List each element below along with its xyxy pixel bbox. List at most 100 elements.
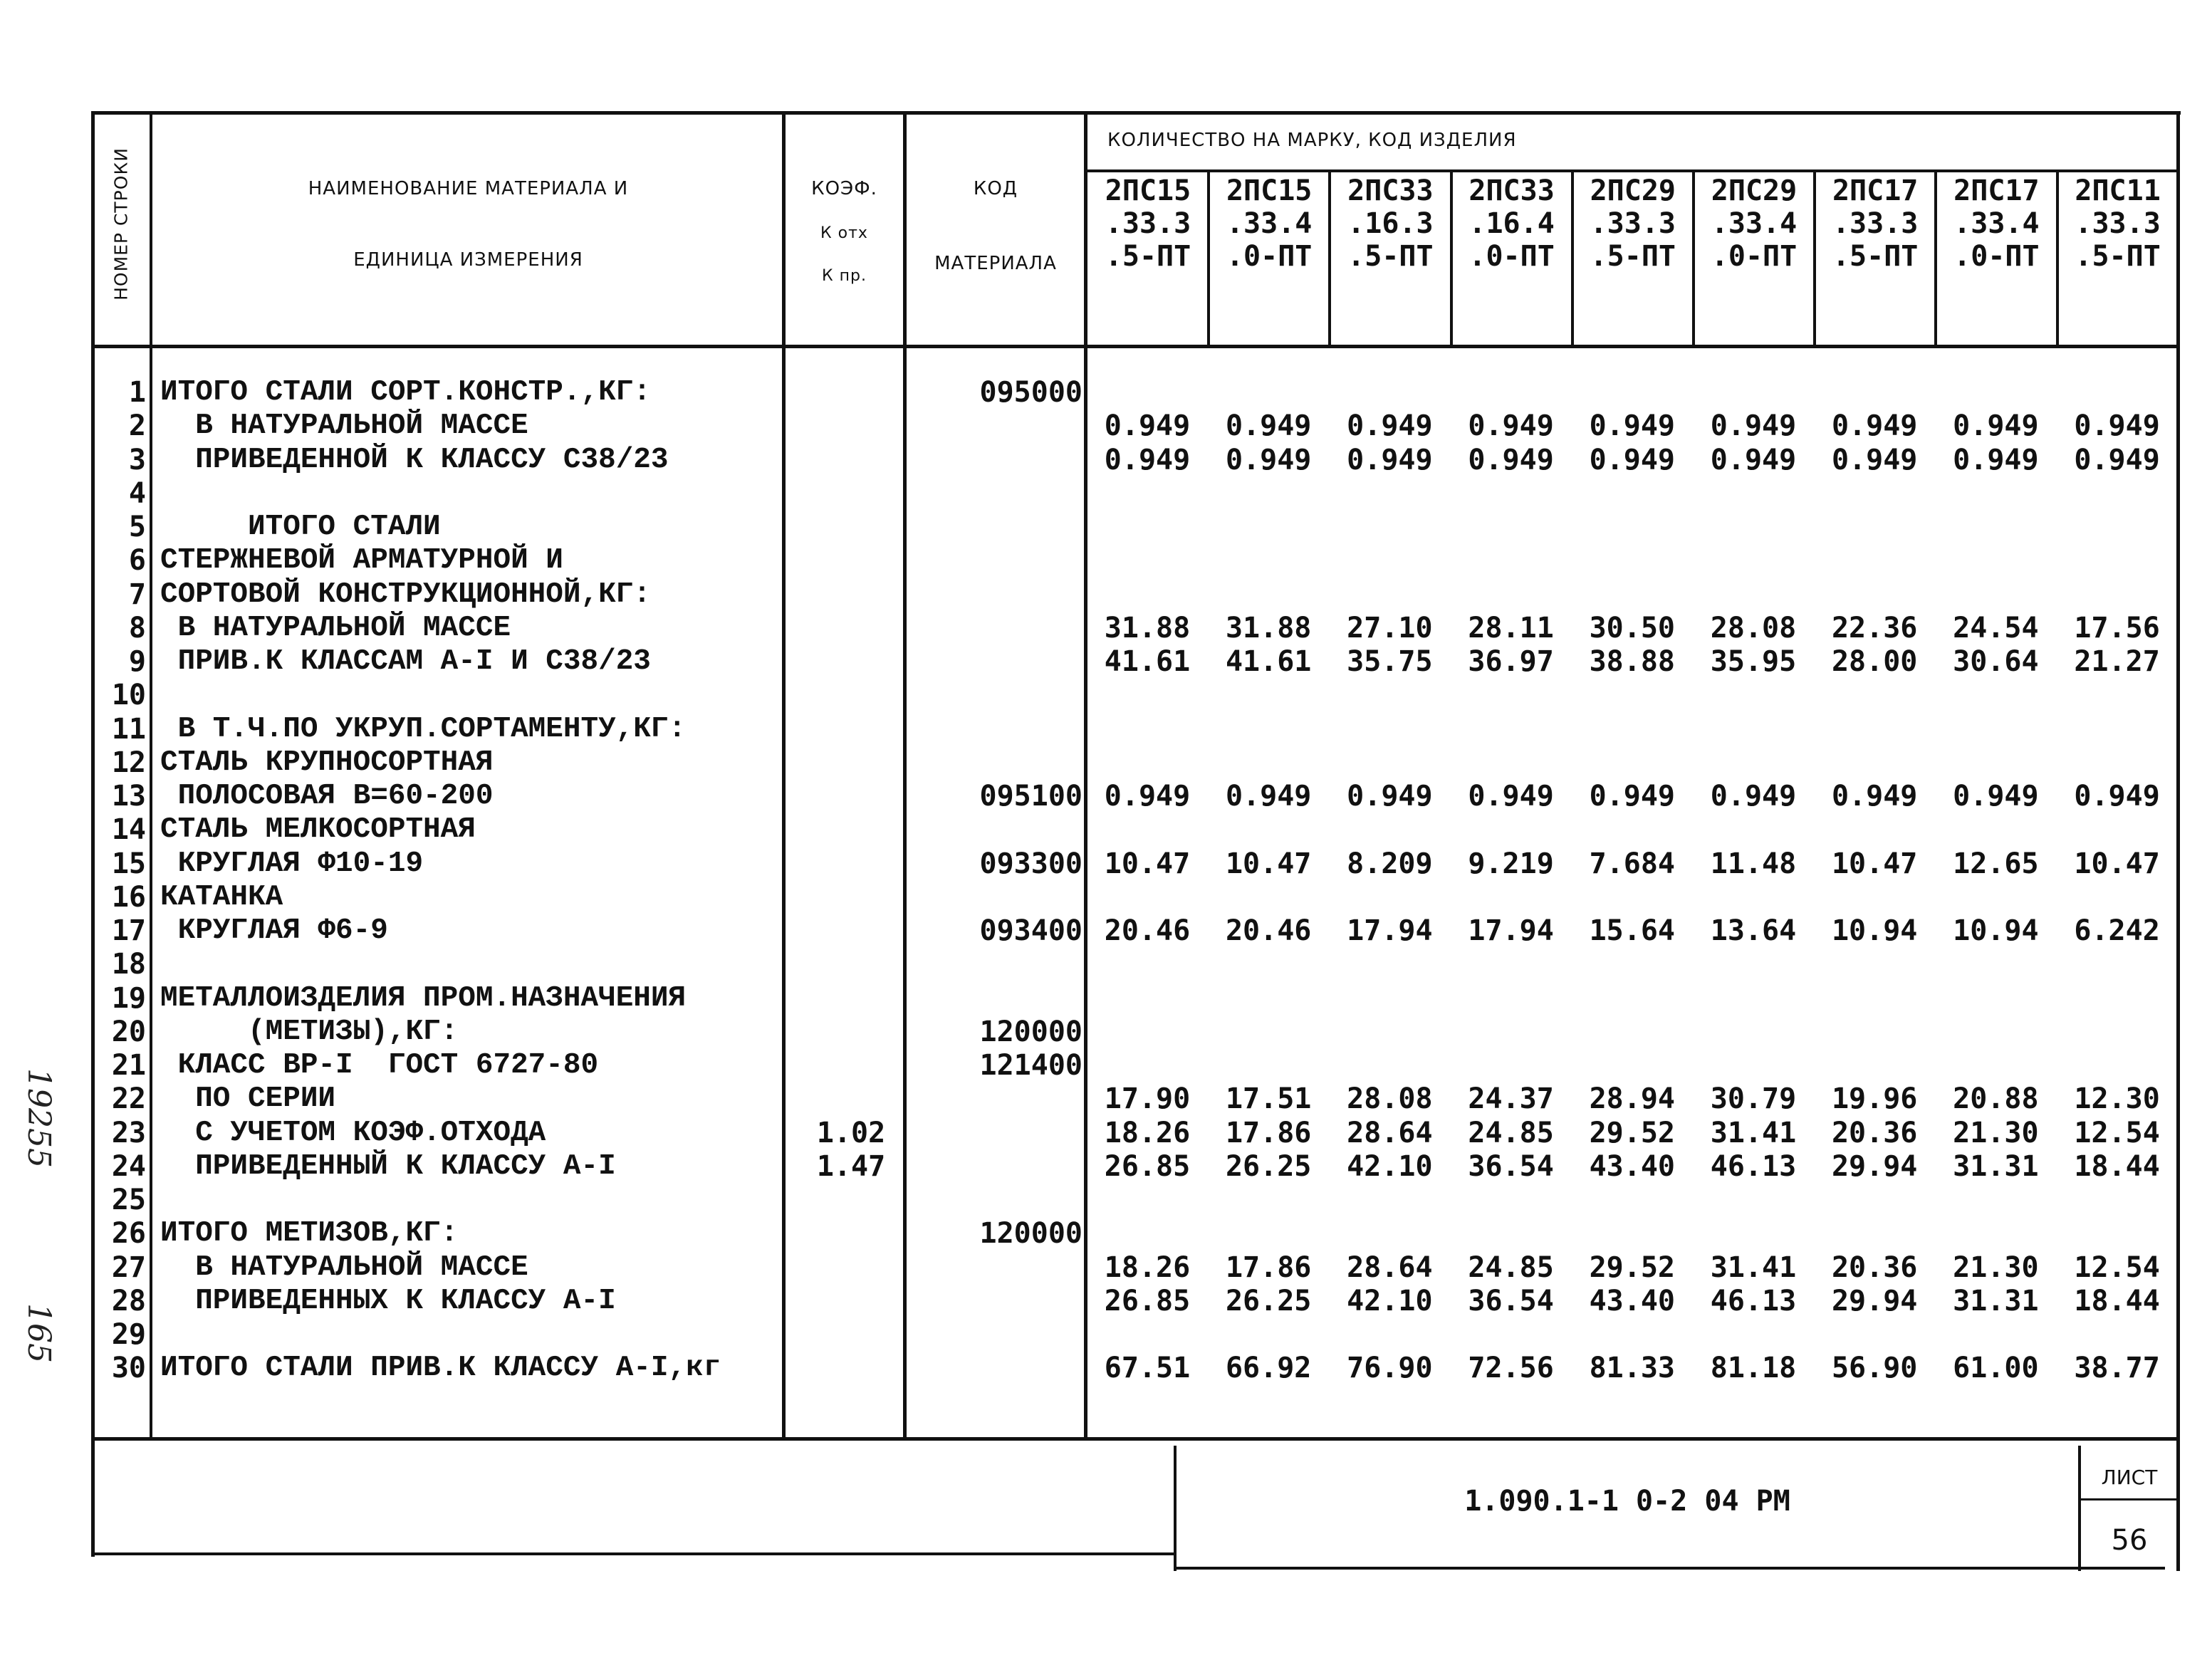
row-number: 26	[111, 1217, 146, 1251]
table-row: 28 ПРИВЕДЕННЫХ К КЛАССУ А-I 26.85 26.25 42.…	[93, 1285, 2179, 1318]
quantity-value: 0.949	[1104, 780, 1191, 813]
table-row: 4	[93, 477, 2179, 511]
row-number: 18	[111, 948, 146, 981]
table-row: 26 ИТОГО МЕТИЗОВ,КГ: 120000	[93, 1217, 2179, 1251]
quantity-value: 21.30	[1953, 1251, 2039, 1284]
quantity-value: 6.242	[2074, 914, 2160, 947]
quantity-value: 21.27	[2074, 645, 2160, 678]
product-mark-header: 2ПС33 .16.4 .0-ПТ	[1468, 174, 1555, 273]
row-number: 30	[111, 1352, 146, 1385]
table-row: 14 СТАЛЬ МЕЛКОСОРТНАЯ	[93, 813, 2179, 847]
quantity-value: 31.41	[1710, 1251, 1797, 1284]
table-row: 21 КЛАСС ВР-I ГОСТ 6727-80 121400	[93, 1049, 2179, 1082]
quantity-value: 0.949	[1225, 409, 1312, 443]
material-name: ПО СЕРИИ	[160, 1082, 336, 1116]
product-mark-header: 2ПС15 .33.4 .0-ПТ	[1226, 174, 1313, 273]
coef-header: КОЭФ.	[811, 178, 877, 199]
table-row: 5 ИТОГО СТАЛИ	[93, 511, 2179, 544]
quantity-value: 0.949	[1468, 409, 1554, 443]
row-number: 27	[111, 1251, 146, 1284]
quantity-value: 18.26	[1104, 1251, 1191, 1284]
quantity-value: 56.90	[1831, 1352, 1918, 1385]
row-number: 23	[111, 1116, 146, 1149]
material-name: МЕТАЛЛОИЗДЕЛИЯ ПРОМ.НАЗНАЧЕНИЯ	[160, 981, 687, 1015]
quantity-value: 0.949	[2074, 409, 2160, 443]
quantity-value: 12.54	[2074, 1251, 2160, 1284]
quantity-value: 15.64	[1589, 914, 1675, 947]
row-number: 17	[111, 914, 146, 947]
row-number: 3	[128, 443, 146, 476]
quantity-value: 28.64	[1347, 1116, 1433, 1149]
material-code: 120000	[979, 1015, 1083, 1048]
material-name: ПРИВЕДЕННЫЙ К КЛАССУ А-I	[160, 1149, 616, 1183]
quantity-value: 9.219	[1468, 847, 1554, 880]
table-row: 1 ИТОГО СТАЛИ СОРТ.КОНСТР.,КГ: 095000	[93, 376, 2179, 409]
coefficient: 1.02	[816, 1116, 886, 1149]
material-name: КРУГЛАЯ Ф10-19	[160, 847, 424, 880]
quantity-value: 31.31	[1953, 1149, 2039, 1183]
quantity-value: 11.48	[1710, 847, 1797, 880]
quantity-value: 26.25	[1225, 1284, 1312, 1317]
page-number-note: 165	[21, 1303, 57, 1363]
material-name: КАТАНКА	[160, 880, 283, 914]
column-divider	[1328, 171, 1332, 346]
table-row: 19 МЕТАЛЛОИЗДЕЛИЯ ПРОМ.НАЗНАЧЕНИЯ	[93, 982, 2179, 1016]
material-name: ИТОГО СТАЛИ	[160, 511, 441, 543]
column-divider	[1934, 171, 1938, 346]
quantity-value: 0.949	[1831, 443, 1918, 476]
table-row: 23 С УЧЕТОМ КОЭФ.ОТХОДА 1.02 18.26 17.86 28.…	[93, 1117, 2179, 1150]
quantity-value: 28.08	[1347, 1082, 1433, 1116]
quantity-value: 0.949	[1225, 443, 1312, 476]
row-number: 6	[128, 544, 146, 578]
quantity-value: 46.13	[1710, 1149, 1797, 1183]
table-row: 30 ИТОГО СТАЛИ ПРИВ.К КЛАССУ А-I,кг 67.51 6…	[93, 1352, 2179, 1385]
quantity-value: 12.65	[1953, 847, 2039, 880]
material-name: СТЕРЖНЕВОЙ АРМАТУРНОЙ И	[160, 544, 563, 578]
quantity-value: 24.37	[1468, 1082, 1554, 1116]
column-divider	[2055, 171, 2059, 346]
material-code: 120000	[979, 1217, 1083, 1251]
quantity-value: 30.64	[1953, 645, 2039, 678]
inventory-number-note: 19255	[21, 1068, 57, 1168]
quantity-value: 20.46	[1225, 914, 1312, 947]
quantity-value: 66.92	[1225, 1352, 1312, 1385]
quantity-value: 0.949	[1710, 409, 1797, 443]
table-row: 8 В НАТУРАЛЬНОЙ МАССЕ 31.88 31.88 27.10 28.1…	[93, 612, 2179, 645]
quantity-value: 0.949	[1468, 443, 1554, 476]
product-mark-header: 2ПС29 .33.3 .5-ПТ	[1590, 174, 1676, 273]
quantity-value: 17.86	[1225, 1251, 1312, 1284]
column-divider	[1207, 171, 1211, 346]
product-mark-header: 2ПС33 .16.3 .5-ПТ	[1347, 174, 1434, 273]
quantity-value: 29.52	[1589, 1251, 1675, 1284]
column-divider	[1813, 171, 1817, 346]
quantity-value: 20.46	[1104, 914, 1191, 947]
product-mark-header: 2ПС11 .33.3 .5-ПТ	[2075, 174, 2161, 273]
column-divider	[1692, 171, 1695, 346]
row-number: 4	[128, 476, 146, 510]
table-row: 6 СТЕРЖНЕВОЙ АРМАТУРНОЙ И	[93, 544, 2179, 578]
table-row: 12 СТАЛЬ КРУПНОСОРТНАЯ	[93, 746, 2179, 780]
material-name: В НАТУРАЛЬНОЙ МАССЕ	[160, 409, 528, 443]
quantity-value: 30.50	[1589, 611, 1675, 644]
product-mark-header: 2ПС17 .33.4 .0-ПТ	[1953, 174, 2040, 273]
row-number: 19	[111, 981, 146, 1015]
product-mark-header: 2ПС29 .33.4 .0-ПТ	[1711, 174, 1798, 273]
quantity-value: 43.40	[1589, 1149, 1675, 1183]
material-name: ПРИВЕДЕННОЙ К КЛАССУ С38/23	[160, 443, 669, 476]
quantity-value: 28.11	[1468, 611, 1554, 644]
quantity-value: 10.47	[1104, 847, 1191, 880]
quantity-value: 0.949	[1104, 409, 1191, 443]
row-number: 10	[111, 679, 146, 712]
column-divider	[1570, 171, 1574, 346]
quantity-value: 31.88	[1225, 611, 1312, 644]
document-code: 1.090.1-1 0-2 04 РМ	[1464, 1485, 1790, 1518]
quantity-value: 7.684	[1589, 847, 1675, 880]
quantity-value: 26.85	[1104, 1149, 1191, 1183]
quantity-value: 31.88	[1104, 611, 1191, 644]
quantity-value: 24.85	[1468, 1251, 1554, 1284]
table-row: 15 КРУГЛАЯ Ф10-19 093300 10.47 10.47 8.209 9.…	[93, 847, 2179, 881]
row-number: 28	[111, 1284, 146, 1317]
quantity-value: 72.56	[1468, 1352, 1554, 1385]
quantity-value: 20.36	[1831, 1251, 1918, 1284]
quantity-value: 17.94	[1468, 914, 1554, 947]
